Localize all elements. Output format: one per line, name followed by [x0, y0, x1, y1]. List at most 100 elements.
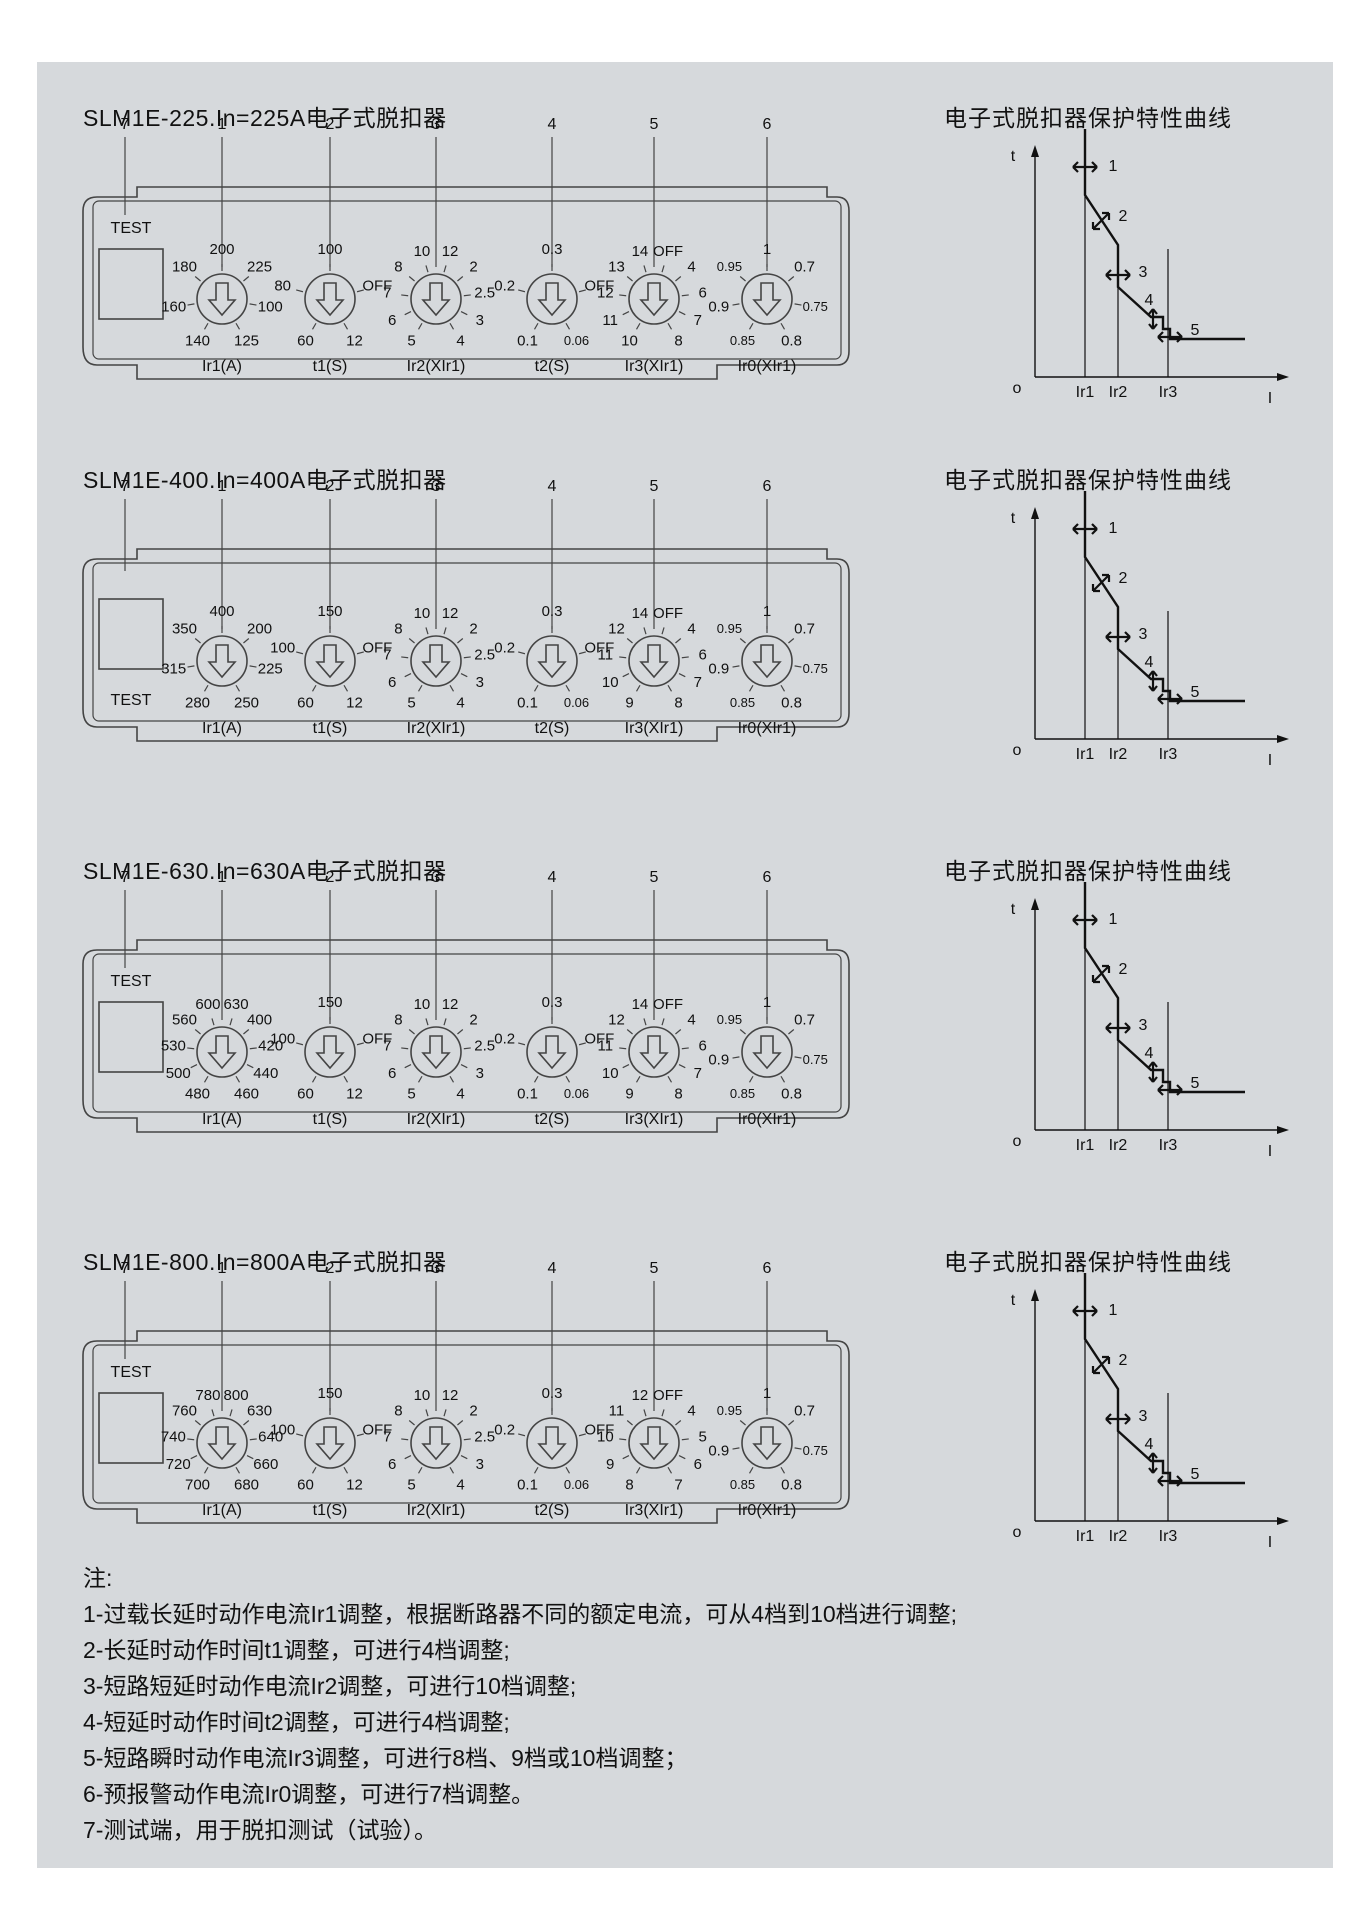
dial-scale-label: 0.2	[494, 277, 515, 294]
curve-title: 电子式脱扣器保护特性曲线	[944, 1249, 1232, 1275]
dial-scale-label: 0.7	[794, 620, 815, 637]
content-panel: SLM1E-225.In=225A电子式脱扣器 电子式脱扣器保护特性曲线 TES…	[37, 62, 1333, 1868]
callout-number: 7	[121, 869, 130, 886]
axis-arrowhead-icon	[1031, 898, 1039, 910]
dial-scale-label: 8	[674, 1085, 682, 1102]
dial-tick	[194, 276, 201, 282]
dial-tick	[678, 1455, 686, 1460]
adjust-arrow-icon	[1105, 631, 1131, 643]
dial-ring	[196, 273, 248, 325]
rotary-dial: 140 160 180 200 225 100 125 Ir1(A)	[161, 241, 283, 375]
adjust-arrow-icon	[1148, 308, 1158, 330]
dial-scale-label: 60	[297, 1085, 314, 1102]
adjust-arrow-icon	[1148, 1061, 1158, 1083]
curve-title: 电子式脱扣器保护特性曲线	[944, 467, 1232, 493]
dial-tick	[732, 303, 740, 306]
dial-tick	[296, 1433, 304, 1437]
dial-scale-label: 12	[346, 332, 363, 349]
dial-scale-label: 4	[456, 694, 464, 711]
notes-heading: 注:	[83, 1565, 113, 1591]
dial-scale-label: 0.8	[781, 1476, 802, 1493]
protection-curve: t Io Ir1 Ir2 Ir3 1 2 3 4 5	[1011, 882, 1289, 1160]
dial-tick	[675, 1029, 682, 1035]
arrow-indicator-icon	[207, 644, 237, 679]
section-title: SLM1E-225.In=225A电子式脱扣器	[83, 105, 447, 131]
dial-scale-label: 480	[185, 1085, 210, 1102]
dial-scale-label: 150	[317, 603, 342, 620]
dial-caption: Ir1(A)	[202, 1502, 242, 1519]
dial-tick	[565, 1075, 571, 1083]
dial-scale-label: 2.5	[474, 284, 495, 301]
dial-tick	[311, 322, 317, 330]
dial-ring	[628, 635, 680, 687]
dial-tick	[235, 684, 241, 692]
dial-tick	[246, 1064, 254, 1069]
adjust-arrow-icon	[1157, 693, 1183, 705]
dial-tick	[635, 1466, 641, 1474]
dial-scale-label: 60	[297, 1476, 314, 1493]
dial-tick	[622, 311, 630, 316]
dial-scale-label: OFF	[362, 277, 392, 294]
dial-tick	[626, 1420, 633, 1426]
dial-tick	[311, 1466, 317, 1474]
dial-tick	[187, 303, 195, 306]
i-axis-label: I	[1268, 1534, 1272, 1551]
adjust-arrow-icon	[1148, 1452, 1158, 1474]
t-axis-label: t	[1011, 148, 1016, 165]
dial-scale-label: OFF	[362, 1030, 392, 1047]
dial-tick	[401, 294, 409, 297]
dial-tick	[457, 638, 464, 644]
dial-tick	[643, 627, 647, 635]
dial-tick	[681, 294, 689, 297]
dial-scale-label: 0.06	[564, 333, 589, 348]
callout-number: 4	[548, 478, 557, 495]
dial-tick	[667, 1466, 673, 1474]
dial-tick	[626, 1029, 633, 1035]
dial-tick	[661, 1409, 665, 1417]
dial-scale-label: 140	[185, 332, 210, 349]
rotary-dial: 280 315 350 400 200 225 250 Ir1(A)	[161, 603, 283, 737]
curve-marker: 2	[1119, 1352, 1128, 1369]
panel-inner-outline	[92, 1344, 842, 1504]
dial-scale-label: 4	[687, 258, 695, 275]
dial-tick	[243, 1420, 250, 1426]
dial-ring	[304, 635, 356, 687]
dial-scale-label: 6	[388, 312, 396, 329]
dial-scale-label: 11	[598, 646, 614, 663]
dial-scale-label: 700	[185, 1476, 210, 1493]
dial-tick	[457, 276, 464, 282]
dial-tick	[533, 1075, 539, 1083]
axis-arrowhead-icon	[1031, 507, 1039, 519]
dial-tick	[578, 289, 586, 293]
dial-scale-label: 7	[674, 1476, 682, 1493]
arrow-indicator-icon	[639, 644, 669, 679]
dial-ring	[304, 1026, 356, 1078]
dial-tick	[788, 1420, 795, 1426]
dial-scale-label: 12	[442, 1387, 459, 1404]
dial-tick	[794, 1447, 802, 1450]
dial-scale-label: 0.9	[708, 1442, 729, 1459]
dial-scale-label: 0.75	[803, 1443, 828, 1458]
dial-tick	[622, 1064, 630, 1069]
ir1-label: Ir1	[1076, 746, 1095, 763]
dial-tick	[187, 665, 195, 668]
dial-tick	[748, 322, 754, 330]
dial-scale-label: 0.1	[517, 694, 538, 711]
dial-tick	[518, 289, 526, 293]
arrow-indicator-icon	[315, 644, 345, 679]
arrow-indicator-icon	[207, 282, 237, 317]
dial-ring	[628, 273, 680, 325]
dial-scale-label: 100	[270, 639, 295, 656]
dial-scale-label: 12	[442, 243, 459, 260]
adjust-arrow-icon	[1072, 914, 1098, 926]
dial-tick	[190, 1064, 198, 1069]
curve-marker: 2	[1119, 570, 1128, 587]
dial-tick	[780, 1466, 786, 1474]
callout-number: 7	[121, 116, 130, 133]
dial-scale-label: 9	[606, 1456, 614, 1473]
dial-tick	[794, 1056, 802, 1059]
dial-tick	[187, 1047, 195, 1050]
dial-tick	[739, 1029, 746, 1035]
curve-title: 电子式脱扣器保护特性曲线	[944, 858, 1232, 884]
